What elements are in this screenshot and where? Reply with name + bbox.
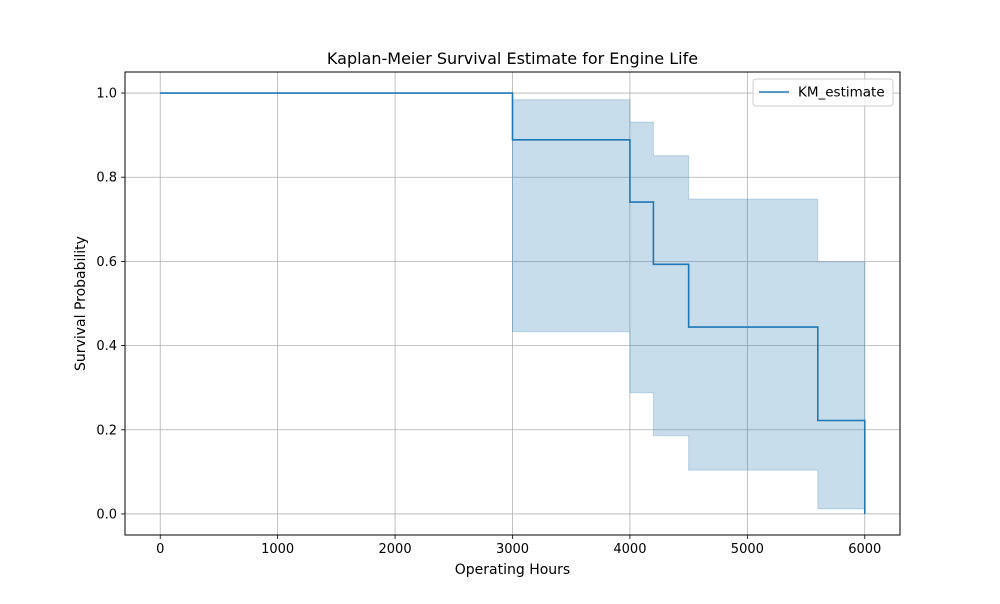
y-tick-label: 1.0: [96, 87, 117, 102]
y-tick-label: 0.0: [96, 507, 117, 522]
series-lines: [160, 92, 866, 514]
legend-label-km-estimate: KM_estimate: [798, 85, 885, 101]
x-tick-label: 4000: [613, 542, 646, 557]
y-tick-label: 0.6: [96, 255, 117, 270]
legend-box: [752, 78, 894, 107]
y-tick-label: 0.8: [96, 171, 117, 186]
y-axis-ticks: 0.0 0.2 0.4 0.6 0.8 1.0: [96, 87, 125, 522]
x-tick-label: 0: [156, 542, 164, 557]
x-tick-label: 3000: [496, 542, 529, 557]
x-tick-label: 6000: [848, 542, 881, 557]
y-axis-label: Survival Probability: [73, 236, 89, 371]
grid: [125, 72, 900, 535]
x-tick-label: 5000: [731, 542, 764, 557]
legend: KM_estimate: [752, 78, 894, 107]
x-tick-label: 2000: [379, 542, 412, 557]
chart-title: Kaplan-Meier Survival Estimate for Engin…: [327, 49, 698, 68]
x-axis-ticks: 0 1000 2000 3000 4000 5000 6000: [156, 535, 881, 557]
confidence-interval-band: [160, 92, 866, 510]
y-tick-label: 0.2: [96, 423, 117, 438]
x-tick-label: 1000: [261, 542, 294, 557]
km-estimate-line: [160, 92, 866, 514]
y-tick-label: 0.4: [96, 339, 117, 354]
x-axis-label: Operating Hours: [455, 562, 570, 578]
confidence-band: [160, 92, 866, 510]
